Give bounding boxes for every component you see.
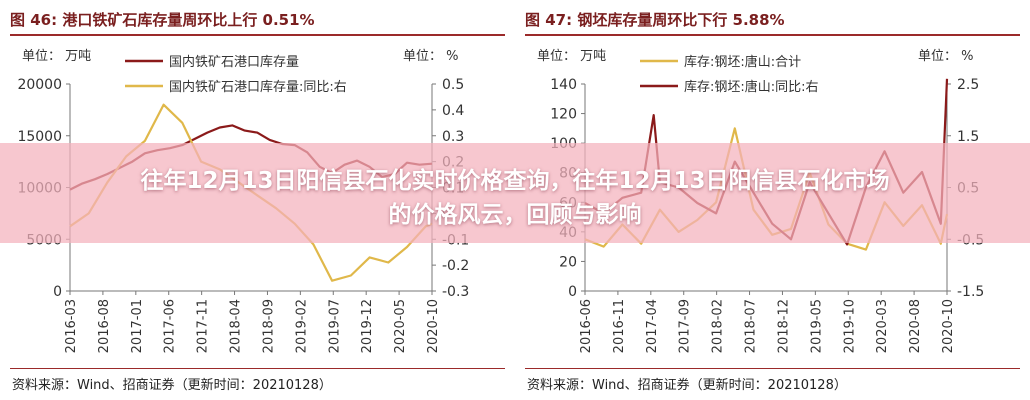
legend-label-0: 库存:钢坯:唐山:合计 bbox=[684, 54, 801, 70]
x-tick-label: 2019-12 bbox=[360, 299, 375, 353]
chart-title: 图 46: 港口铁矿石库存量周环比上行 0.51% bbox=[10, 11, 315, 29]
source-note: 资料来源：Wind、招商证券（更新时间：20210128） bbox=[12, 378, 332, 393]
x-tick-label: 2019-02 bbox=[294, 299, 309, 353]
left-unit-label: 单位： 万吨 bbox=[537, 49, 606, 64]
x-tick-label: 2019-10 bbox=[842, 299, 857, 353]
legend-label-1: 国内铁矿石港口库存量:同比:右 bbox=[169, 79, 347, 95]
x-tick-label: 2017-01 bbox=[130, 299, 145, 353]
right-tick-label: 0.3 bbox=[442, 129, 464, 145]
x-tick-label: 2017-04 bbox=[645, 299, 660, 353]
left-tick-label: 120 bbox=[550, 107, 577, 123]
x-tick-label: 2018-09 bbox=[261, 299, 276, 353]
chart-panel-left: 图 46: 港口铁矿石库存量周环比上行 0.51% 单位： 万吨 单位： % 200… bbox=[10, 11, 505, 393]
x-tick-label: 2019-07 bbox=[327, 299, 342, 353]
x-tick-label: 2018-02 bbox=[711, 299, 726, 353]
x-tick-label: 2020-05 bbox=[393, 299, 408, 353]
x-tick-label: 2016-11 bbox=[612, 299, 627, 353]
x-tick-label: 2019-05 bbox=[809, 299, 824, 353]
x-tick-label: 2018-12 bbox=[776, 299, 791, 353]
left-tick-label: 15000 bbox=[17, 129, 62, 145]
right-tick-label: 2.5 bbox=[957, 77, 979, 93]
x-tick-label: 2017-09 bbox=[678, 299, 693, 353]
source-rule bbox=[525, 368, 1020, 369]
right-tick-label: 0.5 bbox=[442, 77, 464, 93]
right-tick-label: -0.3 bbox=[442, 284, 469, 300]
chart-title: 图 47: 钢坯库存量周环比下行 5.88% bbox=[525, 11, 785, 29]
left-tick-label: 20000 bbox=[17, 77, 62, 93]
left-unit-label: 单位： 万吨 bbox=[22, 49, 91, 64]
left-tick-label: 0 bbox=[568, 284, 577, 300]
x-tick-label: 2018-07 bbox=[744, 299, 759, 353]
right-tick-label: 0.4 bbox=[442, 103, 464, 119]
headline-text: 往年12月13日阳信县石化实时价格查询，往年12月13日阳信县石化市场的价格风云… bbox=[140, 168, 890, 228]
title-rule bbox=[10, 34, 505, 36]
source-rule bbox=[10, 368, 505, 369]
left-tick-label: 0 bbox=[53, 284, 62, 300]
right-unit-label: 单位： % bbox=[403, 49, 459, 64]
x-tick-label: 2017-11 bbox=[196, 299, 211, 353]
x-tick-label: 2016-03 bbox=[64, 299, 79, 353]
title-rule bbox=[525, 34, 1020, 36]
x-tick-label: 2020-03 bbox=[875, 299, 890, 353]
legend-label-0: 国内铁矿石港口库存量 bbox=[169, 54, 299, 70]
right-tick-label: -1.5 bbox=[957, 284, 984, 300]
x-tick-label: 2020-10 bbox=[426, 299, 441, 353]
right-unit-label: 单位： % bbox=[918, 49, 974, 64]
right-tick-label: 1.5 bbox=[957, 129, 979, 145]
x-tick-label: 2017-06 bbox=[163, 299, 178, 353]
x-tick-label: 2020-10 bbox=[941, 299, 956, 353]
right-tick-label: -0.2 bbox=[442, 258, 469, 274]
x-tick-label: 2018-04 bbox=[229, 299, 244, 353]
headline-banner bbox=[0, 143, 1030, 243]
x-tick-label: 2020-08 bbox=[908, 299, 923, 353]
x-tick-label: 2016-06 bbox=[579, 299, 594, 353]
left-tick-label: 140 bbox=[550, 77, 577, 93]
legend-label-1: 库存:钢坯:唐山:同比:右 bbox=[684, 79, 819, 95]
x-tick-label: 2016-08 bbox=[97, 299, 112, 353]
source-note: 资料来源：Wind、招商证券（更新时间：20210128） bbox=[527, 378, 847, 393]
left-tick-label: 20 bbox=[559, 254, 577, 270]
